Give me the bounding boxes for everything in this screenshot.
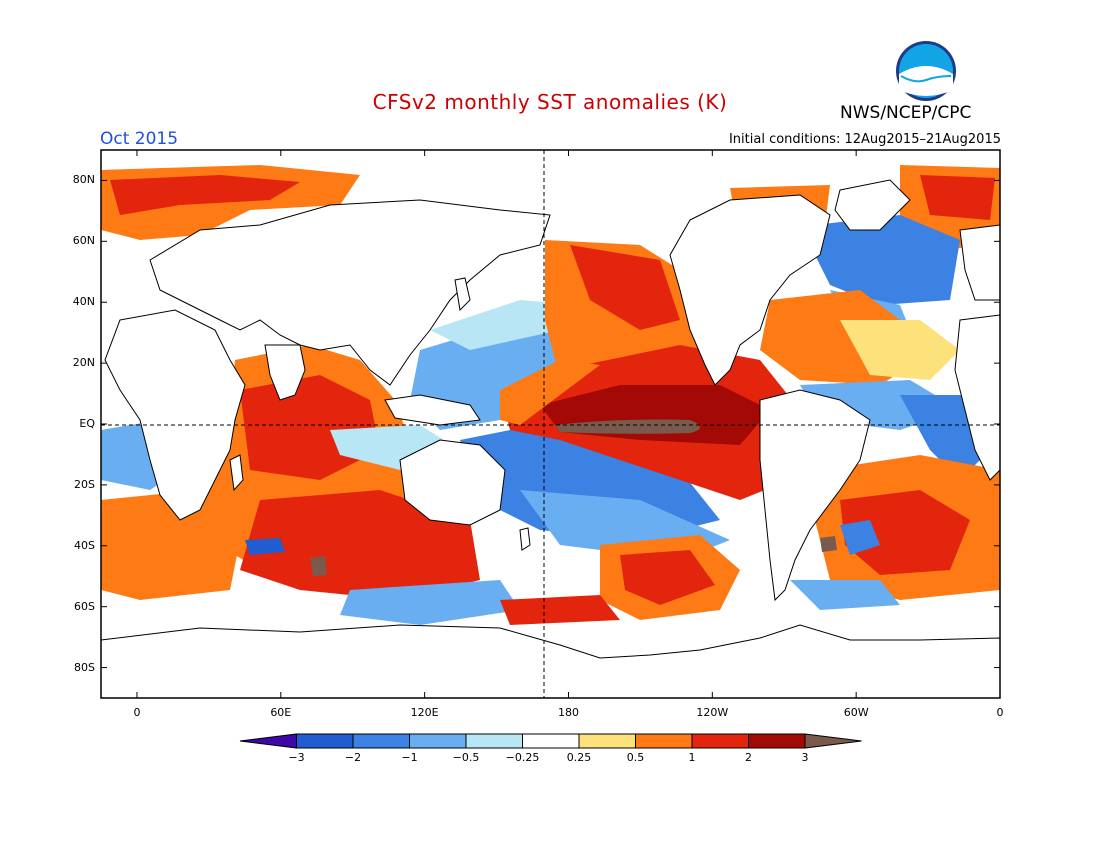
colorbar-segment	[578, 733, 636, 749]
lat-label: 20N	[72, 356, 95, 370]
colorbar-segment	[522, 733, 580, 749]
new-zealand-land	[519, 527, 531, 551]
anomaly-field	[101, 150, 1000, 698]
colorbar-tick-label: −3	[288, 751, 305, 764]
colorbar-segment	[748, 733, 806, 749]
colorbar-tick-label: 0.25	[566, 751, 592, 764]
south-indian-warm	[240, 490, 480, 600]
southern-ocean-cool-strip	[340, 580, 520, 625]
colorbar-tick-label: 2	[745, 751, 752, 764]
lat-label: 60N	[72, 234, 95, 248]
southern-ocean-mixed-west	[101, 490, 240, 600]
agency-label: NWS/NCEP/CPC	[840, 103, 972, 123]
north-america-land	[669, 194, 831, 386]
north-atlantic-warm-light	[840, 320, 960, 380]
lon-label: 0	[133, 706, 141, 719]
colorbar-tick-label: 0.5	[626, 751, 645, 764]
colorbar-tick-label: −2	[344, 751, 362, 764]
arctic-warm-west-core	[110, 175, 300, 215]
lon-label: 60E	[270, 706, 292, 719]
colorbar-tick-label: −0.25	[505, 751, 540, 764]
chart-title: CFSv2 monthly SST anomalies (K)	[372, 90, 728, 114]
colorbar	[239, 733, 862, 749]
axis-ticks	[101, 150, 1001, 698]
colorbar-segment	[465, 733, 523, 749]
southern-ocean-warm-strip	[500, 595, 620, 625]
lat-label: 40N	[72, 295, 95, 309]
forecast-period: Oct 2015	[100, 129, 179, 149]
colorbar-tick-label: −0.5	[452, 751, 480, 764]
colorbar-tick-label: −1	[401, 751, 418, 764]
colorbar-tick-label: 3	[801, 751, 809, 764]
lat-label: 40S	[74, 538, 95, 552]
south-atlantic-warm-core	[840, 490, 970, 575]
europe-east-land	[959, 224, 1000, 301]
india-land	[264, 344, 306, 401]
lat-label: 60S	[74, 599, 95, 613]
arctic-warm-east-core	[920, 175, 995, 220]
japan-land	[454, 277, 471, 312]
north-pacific-warm-core	[570, 245, 680, 330]
colorbar-segment	[296, 733, 354, 749]
lat-label: 20S	[74, 477, 95, 491]
lon-label: 120W	[696, 706, 729, 719]
south-atlantic-cool	[790, 580, 900, 610]
el-nino-edge	[500, 360, 600, 425]
indian-cool-patch	[245, 538, 285, 555]
colorbar-segment	[691, 733, 749, 749]
lon-label: 120E	[410, 706, 439, 719]
lon-label: 60W	[843, 706, 869, 719]
noaa-logo-icon	[896, 41, 956, 101]
africa-east-land	[954, 314, 1000, 481]
south-america-land	[759, 389, 871, 602]
colorbar-max-arrow	[804, 733, 862, 749]
colorbar-segment	[635, 733, 693, 749]
lat-label: 80N	[72, 173, 95, 187]
lon-label: 0	[996, 706, 1004, 719]
indonesia-land	[384, 394, 481, 426]
continents	[101, 179, 1000, 698]
initial-conditions-label: Initial conditions: 12Aug2015–21Aug2015	[728, 132, 1001, 147]
antarctica-land	[101, 624, 1000, 698]
australia-land	[399, 439, 506, 526]
colorbar-segment	[352, 733, 410, 749]
colorbar-tick-label: 1	[688, 751, 696, 764]
europe-asia-land	[149, 199, 551, 386]
south-atlantic-extreme	[820, 536, 837, 552]
lon-label: 180	[557, 706, 579, 719]
colorbar-min-arrow	[239, 733, 297, 749]
south-indian-extreme	[310, 556, 327, 576]
lat-label: EQ	[79, 417, 95, 430]
el-nino-extreme	[555, 419, 700, 434]
south-atlantic-cool-patch	[840, 520, 880, 555]
madagascar-land	[229, 454, 244, 492]
north-atlantic-cool	[815, 215, 960, 305]
west-pacific-light	[430, 300, 580, 350]
greenland-land	[834, 179, 911, 231]
colorbar-segment	[409, 733, 467, 749]
africa-land	[104, 309, 246, 521]
lat-label: 80S	[74, 660, 95, 674]
south-pacific-warm-core	[620, 550, 715, 605]
